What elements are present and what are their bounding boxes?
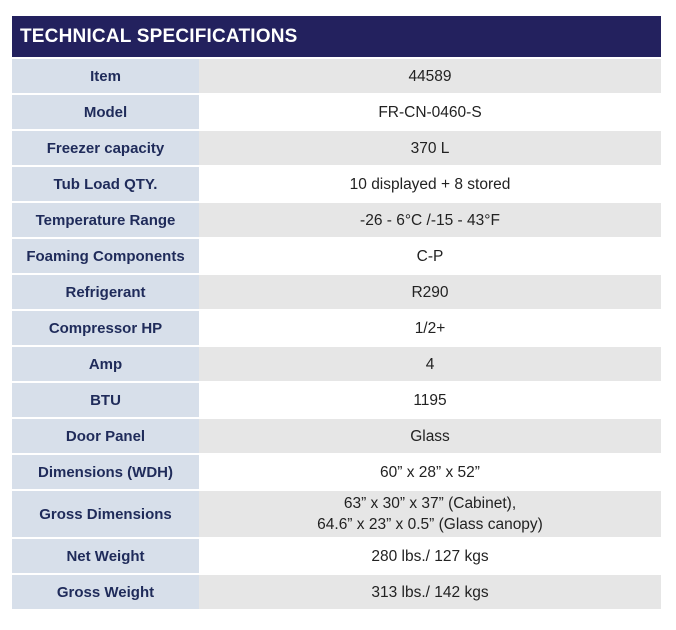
spec-row-freezer-capacity: Freezer capacity 370 L [12, 129, 661, 165]
spec-value: 1195 [199, 381, 661, 417]
spec-value: R290 [199, 273, 661, 309]
spec-value: 1/2+ [199, 309, 661, 345]
spec-value: C-P [199, 237, 661, 273]
spec-row-btu: BTU 1195 [12, 381, 661, 417]
spec-value: 4 [199, 345, 661, 381]
spec-row-dimensions: Dimensions (WDH) 60” x 28” x 52” [12, 453, 661, 489]
spec-value-line: 63” x 30” x 37” (Cabinet), [343, 495, 517, 512]
spec-value: FR-CN-0460-S [199, 93, 661, 129]
spec-label: Temperature Range [12, 201, 199, 237]
spec-row-net-weight: Net Weight 280 lbs./ 127 kgs [12, 537, 661, 573]
spec-row-temperature-range: Temperature Range -26 - 6°C /-15 - 43°F [12, 201, 661, 237]
spec-value: 60” x 28” x 52” [199, 453, 661, 489]
spec-row-door-panel: Door Panel Glass [12, 417, 661, 453]
spec-row-compressor-hp: Compressor HP 1/2+ [12, 309, 661, 345]
spec-label: Model [12, 93, 199, 129]
spec-value: 63” x 30” x 37” (Cabinet), 64.6” x 23” x… [199, 489, 661, 537]
spec-value: 313 lbs./ 142 kgs [199, 573, 661, 609]
spec-label: Dimensions (WDH) [12, 453, 199, 489]
spec-value: 280 lbs./ 127 kgs [199, 537, 661, 573]
spec-value: -26 - 6°C /-15 - 43°F [199, 201, 661, 237]
table-title: TECHNICAL SPECIFICATIONS [12, 16, 661, 57]
spec-label: Net Weight [12, 537, 199, 573]
spec-label: Item [12, 57, 199, 93]
spec-label: Tub Load QTY. [12, 165, 199, 201]
spec-value: Glass [199, 417, 661, 453]
spec-row-gross-weight: Gross Weight 313 lbs./ 142 kgs [12, 573, 661, 609]
spec-value-line: 64.6” x 23” x 0.5” (Glass canopy) [317, 516, 543, 533]
spec-value: 370 L [199, 129, 661, 165]
spec-row-foaming-components: Foaming Components C-P [12, 237, 661, 273]
spec-rows: Item 44589 Model FR-CN-0460-S Freezer ca… [12, 57, 661, 609]
spec-label: BTU [12, 381, 199, 417]
technical-specifications-table: TECHNICAL SPECIFICATIONS Item 44589 Mode… [12, 16, 661, 609]
spec-label: Amp [12, 345, 199, 381]
spec-row-tub-load: Tub Load QTY. 10 displayed + 8 stored [12, 165, 661, 201]
spec-row-gross-dimensions: Gross Dimensions 63” x 30” x 37” (Cabine… [12, 489, 661, 537]
spec-value: 10 displayed + 8 stored [199, 165, 661, 201]
spec-label: Freezer capacity [12, 129, 199, 165]
spec-label: Door Panel [12, 417, 199, 453]
spec-row-amp: Amp 4 [12, 345, 661, 381]
spec-label: Gross Weight [12, 573, 199, 609]
spec-value: 44589 [199, 57, 661, 93]
spec-row-refrigerant: Refrigerant R290 [12, 273, 661, 309]
spec-label: Gross Dimensions [12, 489, 199, 537]
spec-label: Compressor HP [12, 309, 199, 345]
spec-label: Foaming Components [12, 237, 199, 273]
spec-row-model: Model FR-CN-0460-S [12, 93, 661, 129]
spec-label: Refrigerant [12, 273, 199, 309]
spec-row-item: Item 44589 [12, 57, 661, 93]
